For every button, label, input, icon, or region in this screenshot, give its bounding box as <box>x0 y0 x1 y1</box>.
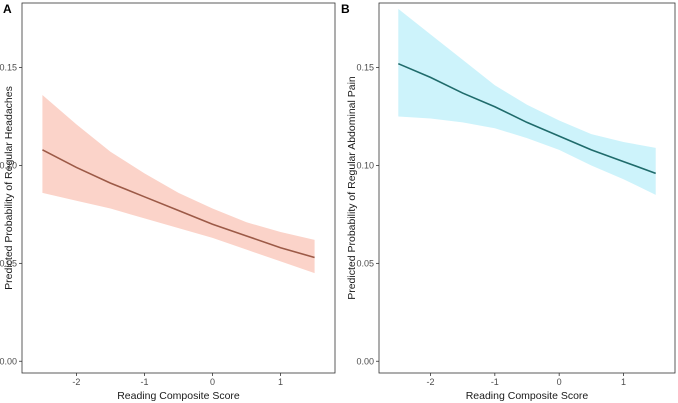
panel-b-fitted-line <box>397 62 656 175</box>
panel-b: B Predicted Probability of Regular Abdom… <box>341 2 676 402</box>
panel-a-x-tick-label: 1 <box>278 377 283 387</box>
panel-a-x-axis-title: Reading Composite Score <box>117 390 240 402</box>
panel-b-frame <box>378 2 676 374</box>
panel-b-x-tick-label: 0 <box>557 377 562 387</box>
panel-b-x-axis-title: Reading Composite Score <box>466 390 589 402</box>
panel-a-confidence-band <box>42 95 315 274</box>
panel-a-x-tick-label: -2 <box>72 377 80 387</box>
panel-b-letter: B <box>341 2 350 16</box>
panel-a-frame <box>21 2 336 374</box>
panel-b-x-tick-label: -1 <box>491 377 499 387</box>
panel-a-y-tick-label: 0.00 <box>0 356 17 366</box>
panel-a-x-tick-label: -1 <box>140 377 148 387</box>
panel-a-y-axis-title: Predicted Probability of Regular Headach… <box>3 86 15 290</box>
panel-b-y-tick-label: 0.00 <box>356 356 374 366</box>
panel-b-x-tick-label: -2 <box>426 377 434 387</box>
panel-a-letter: A <box>3 2 12 16</box>
panel-b-y-axis-title: Predicted Probability of Regular Abdomin… <box>346 76 358 300</box>
panel-a-y-tick-label: 0.10 <box>0 160 17 170</box>
panel-a-x-tick-label: 0 <box>210 377 215 387</box>
panel-b-confidence-band <box>398 8 656 195</box>
panel-a-fitted-line <box>42 149 315 259</box>
panel-b-x-tick-label: 1 <box>621 377 626 387</box>
panel-a-y-tick-label: 0.05 <box>0 258 17 268</box>
panel-a-y-tick-label: 0.15 <box>0 63 17 73</box>
panel-a: A Predicted Probability of Regular Heada… <box>0 2 336 402</box>
panel-b-y-tick-label: 0.05 <box>356 258 374 268</box>
panel-b-y-tick-label: 0.10 <box>356 160 374 170</box>
panel-b-y-tick-label: 0.15 <box>356 63 374 73</box>
